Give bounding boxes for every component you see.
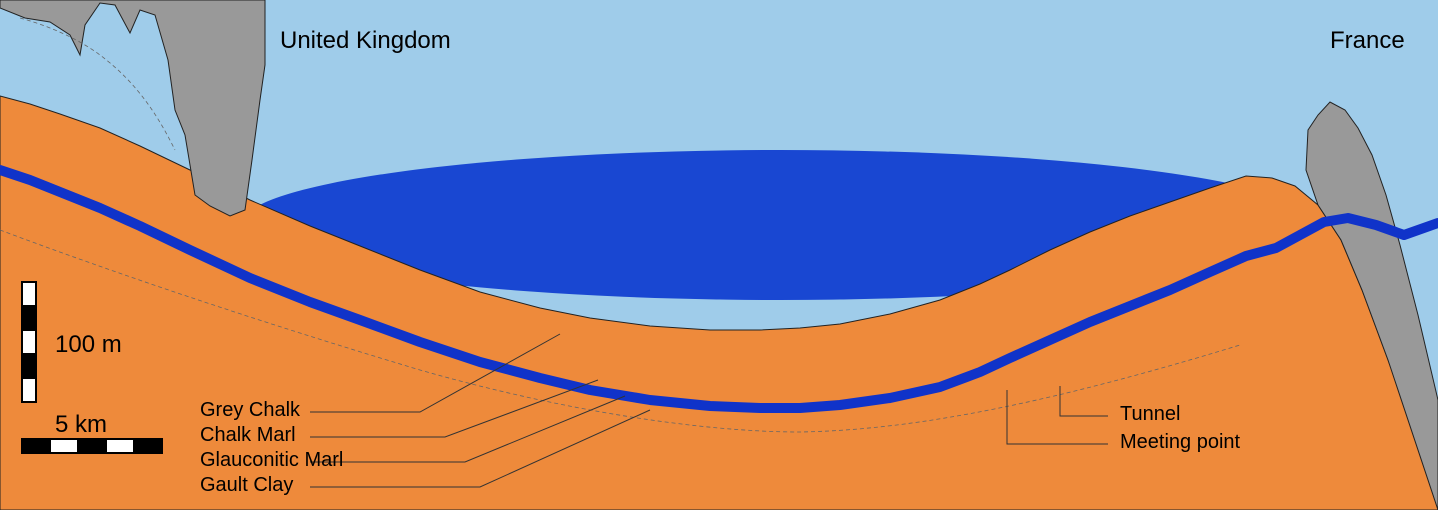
channel-tunnel-geology-diagram: United Kingdom France Grey Chalk Chalk M… xyxy=(0,0,1438,510)
tunnel-label: Tunnel xyxy=(1120,403,1180,425)
meeting-point-label: Meeting point xyxy=(1120,431,1241,453)
france-label: France xyxy=(1330,27,1405,54)
vertical-scale-label: 100 m xyxy=(55,331,122,358)
chalk-marl-label: Chalk Marl xyxy=(200,424,296,446)
vertical-scale-bar xyxy=(22,282,36,402)
horizontal-scale-bar xyxy=(22,439,162,453)
glauconitic-marl-label: Glauconitic Marl xyxy=(200,449,343,471)
grey-chalk-label: Grey Chalk xyxy=(200,399,301,421)
uk-label: United Kingdom xyxy=(280,27,451,54)
horizontal-scale-label: 5 km xyxy=(55,411,107,438)
gault-clay-label: Gault Clay xyxy=(200,474,293,496)
